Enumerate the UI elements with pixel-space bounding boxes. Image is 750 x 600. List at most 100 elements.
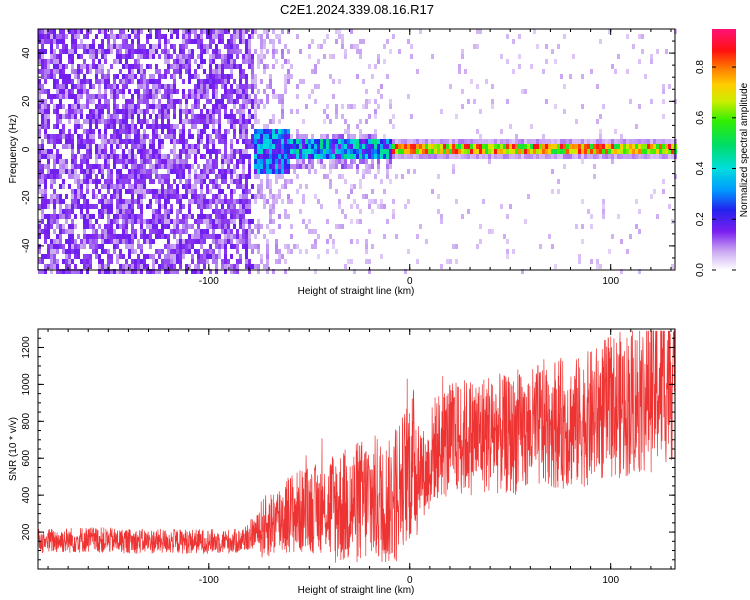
- heatmap-cell: [518, 34, 521, 39]
- heatmap-cell: [116, 204, 119, 209]
- heatmap-cell: [200, 94, 203, 99]
- heatmap-cell: [80, 29, 83, 34]
- heatmap-cell: [284, 159, 287, 164]
- heatmap-cell: [653, 189, 656, 194]
- heatmap-cell: [260, 134, 263, 139]
- heatmap-cell: [89, 114, 92, 119]
- heatmap-cell: [551, 149, 554, 154]
- heatmap-cell: [251, 84, 254, 89]
- heatmap-cell: [149, 164, 152, 169]
- heatmap-cell: [161, 204, 164, 209]
- heatmap-cell: [485, 144, 488, 149]
- heatmap-cell: [272, 169, 275, 174]
- heatmap-cell: [62, 259, 65, 264]
- heatmap-cell: [143, 54, 146, 59]
- heatmap-cell: [224, 169, 227, 174]
- heatmap-cell: [110, 89, 113, 94]
- heatmap-cell: [113, 244, 116, 249]
- heatmap-cell: [233, 44, 236, 49]
- heatmap-cell: [623, 154, 626, 159]
- heatmap-cell: [68, 239, 71, 244]
- heatmap-cell: [248, 54, 251, 59]
- heatmap-cell: [458, 144, 461, 149]
- heatmap-cell: [116, 104, 119, 109]
- heatmap-cell: [248, 229, 251, 234]
- heatmap-cell: [122, 119, 125, 124]
- heatmap-cell: [167, 164, 170, 169]
- heatmap-cell: [242, 59, 245, 64]
- heatmap-cell: [38, 234, 41, 239]
- heatmap-cell: [245, 189, 248, 194]
- heatmap-cell: [155, 189, 158, 194]
- heatmap-cell: [101, 144, 104, 149]
- heatmap-cell: [251, 104, 254, 109]
- heatmap-cell: [167, 104, 170, 109]
- heatmap-cell: [146, 79, 149, 84]
- heatmap-cell: [164, 44, 167, 49]
- heatmap-cell: [65, 249, 68, 254]
- heatmap-cell: [173, 244, 176, 249]
- heatmap-cell: [62, 249, 65, 254]
- heatmap-cell: [164, 94, 167, 99]
- heatmap-cell: [215, 259, 218, 264]
- heatmap-cell: [209, 249, 212, 254]
- heatmap-cell: [128, 254, 131, 259]
- heatmap-cell: [83, 159, 86, 164]
- heatmap-cell: [392, 144, 395, 149]
- heatmap-cell: [50, 94, 53, 99]
- heatmap-cell: [62, 199, 65, 204]
- heatmap-cell: [368, 169, 371, 174]
- heatmap-cell: [86, 184, 89, 189]
- heatmap-cell: [230, 59, 233, 64]
- heatmap-cell: [167, 84, 170, 89]
- heatmap-cell: [68, 104, 71, 109]
- heatmap-cell: [65, 139, 68, 144]
- heatmap-cell: [71, 259, 74, 264]
- heatmap-cell: [242, 109, 245, 114]
- heatmap-cell: [365, 149, 368, 154]
- heatmap-cell: [656, 154, 659, 159]
- heatmap-cell: [74, 109, 77, 114]
- heatmap-cell: [356, 164, 359, 169]
- heatmap-cell: [272, 54, 275, 59]
- heatmap-cell: [569, 74, 572, 79]
- heatmap-cell: [170, 74, 173, 79]
- heatmap-cell: [89, 224, 92, 229]
- heatmap-cell: [191, 39, 194, 44]
- heatmap-cell: [506, 254, 509, 259]
- heatmap-cell: [407, 139, 410, 144]
- heatmap-cell: [92, 229, 95, 234]
- heatmap-cell: [92, 109, 95, 114]
- heatmap-cell: [389, 154, 392, 159]
- heatmap-cell: [350, 239, 353, 244]
- heatmap-cell: [269, 159, 272, 164]
- heatmap-cell: [284, 79, 287, 84]
- heatmap-cell: [137, 179, 140, 184]
- heatmap-cell: [311, 154, 314, 159]
- heatmap-cell: [293, 244, 296, 249]
- y-tick-label: 600: [21, 449, 32, 466]
- heatmap-cell: [206, 134, 209, 139]
- heatmap-cell: [200, 194, 203, 199]
- heatmap-cell: [377, 139, 380, 144]
- heatmap-cell: [278, 94, 281, 99]
- heatmap-cell: [266, 269, 269, 274]
- heatmap-cell: [260, 189, 263, 194]
- heatmap-cell: [41, 229, 44, 234]
- heatmap-cell: [326, 134, 329, 139]
- heatmap-cell: [263, 234, 266, 239]
- heatmap-cell: [365, 104, 368, 109]
- heatmap-cell: [353, 269, 356, 274]
- heatmap-cell: [248, 154, 251, 159]
- heatmap-cell: [362, 154, 365, 159]
- heatmap-cell: [449, 84, 452, 89]
- heatmap-cell: [380, 254, 383, 259]
- heatmap-cell: [104, 94, 107, 99]
- heatmap-cell: [41, 219, 44, 224]
- heatmap-cell: [59, 169, 62, 174]
- heatmap-cell: [248, 99, 251, 104]
- heatmap-cell: [65, 109, 68, 114]
- heatmap-cell: [278, 34, 281, 39]
- heatmap-cell: [101, 109, 104, 114]
- heatmap-cell: [167, 219, 170, 224]
